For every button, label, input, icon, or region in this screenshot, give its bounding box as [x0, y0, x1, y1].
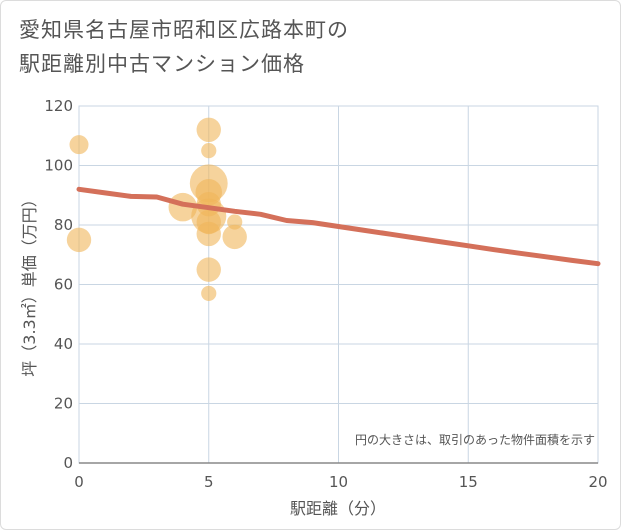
y-tick-label: 0 [63, 454, 73, 472]
x-axis-label: 駅距離（分） [290, 499, 386, 518]
trend-line [76, 186, 601, 267]
data-point [201, 285, 217, 302]
chart-title: 愛知県名古屋市昭和区広路本町の 駅距離別中古マンション価格 [19, 13, 579, 81]
bubble-size-note: 円の大きさは、取引のあった物件面積を示す [355, 432, 595, 447]
bubble-series [66, 117, 247, 302]
data-point [222, 224, 247, 250]
chart-title-line2: 駅距離別中古マンション価格 [19, 52, 305, 76]
y-tick-label: 20 [54, 395, 73, 413]
y-axis-label: 坪（3.3㎡）単価（万円） [20, 191, 39, 376]
y-tick-label: 80 [54, 216, 73, 234]
data-point [66, 227, 92, 253]
data-point [201, 143, 217, 159]
axis-ticks: 0 5 10 15 20 0 20 40 60 80 100 120 [44, 97, 607, 491]
y-tick-label: 120 [44, 97, 73, 115]
y-tick-label: 100 [44, 157, 73, 175]
data-point [196, 257, 221, 282]
chart-title-line1: 愛知県名古屋市昭和区広路本町の [19, 18, 349, 42]
grid-lines [78, 105, 599, 464]
y-tick-label: 60 [54, 276, 73, 294]
data-point [69, 135, 89, 155]
x-tick-label: 20 [588, 473, 607, 491]
x-tick-label: 5 [204, 473, 214, 491]
x-tick-label: 0 [74, 473, 84, 491]
data-point [196, 221, 221, 247]
x-tick-label: 15 [459, 473, 478, 491]
data-point [196, 117, 221, 142]
y-tick-label: 40 [54, 335, 73, 353]
x-tick-label: 10 [329, 473, 348, 491]
